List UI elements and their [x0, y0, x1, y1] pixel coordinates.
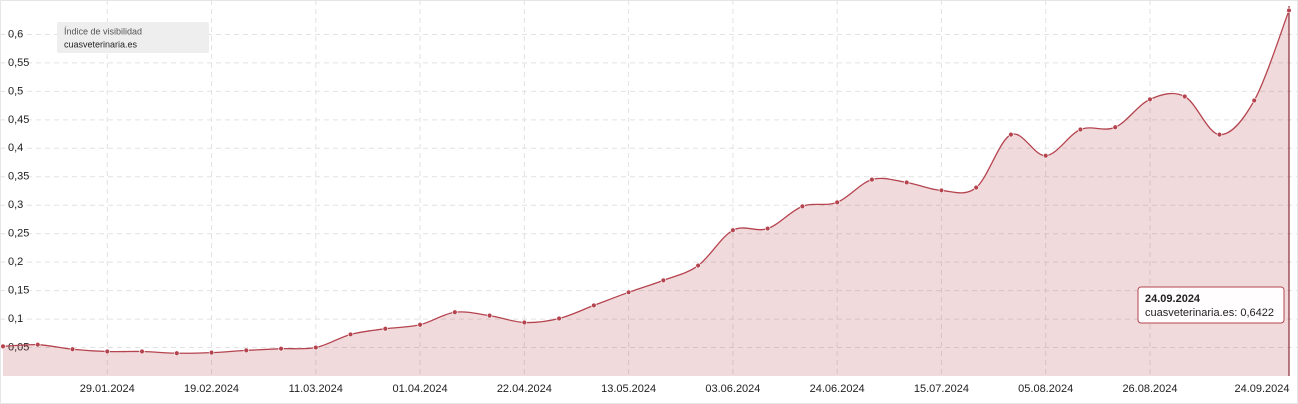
point — [313, 344, 319, 351]
point — [243, 347, 249, 354]
tooltip-box — [1137, 286, 1285, 324]
point — [903, 179, 910, 186]
point — [973, 184, 979, 191]
x-tick-label: 11.03.2024 — [289, 383, 343, 395]
point — [382, 326, 389, 332]
point — [1077, 126, 1084, 133]
point — [938, 187, 945, 194]
tooltip-text: cuasveterinaria.es: 0,6422 — [1145, 307, 1274, 319]
point — [0, 343, 6, 350]
point — [730, 227, 736, 233]
point — [521, 319, 528, 326]
point — [764, 225, 771, 232]
point — [139, 348, 145, 355]
x-tick-label: 24.06.2024 — [810, 383, 865, 395]
x-tick-label: 22.04.2024 — [497, 383, 552, 395]
point — [695, 262, 701, 269]
point — [69, 346, 76, 352]
x-tick-label: 03.06.2024 — [705, 383, 760, 395]
point — [1216, 131, 1223, 138]
x-tick-label: 29.01.2024 — [80, 383, 135, 395]
grid: 0,050,10,150,20,250,30,350,40,450,50,550… — [0, 0, 1298, 395]
point — [1147, 96, 1153, 103]
point — [869, 176, 875, 183]
x-tick-label: 19.02.2024 — [184, 383, 239, 395]
x-tick-label: 05.08.2024 — [1018, 383, 1073, 395]
y-tick-label: 0,2 — [8, 256, 23, 268]
legend-title: Índice de visibilidad — [64, 26, 142, 36]
y-tick-label: 0,15 — [8, 285, 29, 297]
y-tick-label: 0,25 — [8, 228, 29, 240]
y-tick-label: 0,5 — [8, 85, 23, 97]
y-tick-label: 0,3 — [8, 199, 23, 211]
point — [486, 312, 493, 319]
point — [104, 348, 110, 355]
plot — [0, 6, 1292, 376]
y-tick-label: 0,1 — [8, 313, 23, 325]
point — [417, 322, 423, 328]
point — [556, 315, 562, 322]
point — [452, 309, 458, 315]
x-tick-label: 26.08.2024 — [1122, 383, 1177, 395]
y-tick-label: 0,6 — [8, 28, 23, 40]
point — [347, 331, 354, 338]
point — [208, 349, 215, 356]
tooltip: 24.09.2024 cuasveterinaria.es: 0,6422 — [1137, 286, 1285, 324]
point — [1043, 153, 1049, 159]
y-tick-label: 0,35 — [8, 171, 29, 183]
point — [591, 302, 597, 309]
point — [625, 289, 632, 296]
point — [834, 199, 840, 206]
point — [1112, 124, 1118, 130]
point — [1251, 97, 1257, 104]
point — [1008, 131, 1014, 138]
x-tick-label: 13.05.2024 — [601, 383, 656, 395]
legend-entry: cuasveterinaria.es — [64, 39, 138, 49]
legend: Índice de visibilidad cuasveterinaria.es — [57, 22, 209, 53]
point — [35, 341, 41, 348]
x-tick-label: 01.04.2024 — [393, 383, 448, 395]
legend-box — [57, 22, 209, 53]
x-tick-label: 24.09.2024 — [1234, 383, 1289, 395]
y-tick-label: 0,55 — [8, 57, 29, 69]
point — [660, 277, 667, 284]
y-tick-label: 0,4 — [8, 142, 23, 154]
point — [1182, 93, 1188, 100]
x-tick-label: 15.07.2024 — [914, 383, 969, 395]
point — [278, 345, 284, 352]
area — [3, 10, 1289, 376]
y-tick-label: 0,45 — [8, 114, 29, 126]
point — [174, 350, 180, 356]
point — [1286, 7, 1292, 14]
point — [799, 203, 806, 210]
tooltip-title: 24.09.2024 — [1145, 293, 1201, 305]
